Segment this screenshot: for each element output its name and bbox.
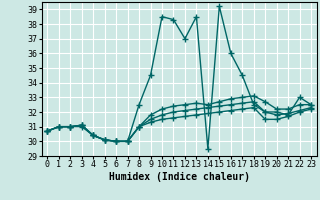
X-axis label: Humidex (Indice chaleur): Humidex (Indice chaleur) <box>109 172 250 182</box>
